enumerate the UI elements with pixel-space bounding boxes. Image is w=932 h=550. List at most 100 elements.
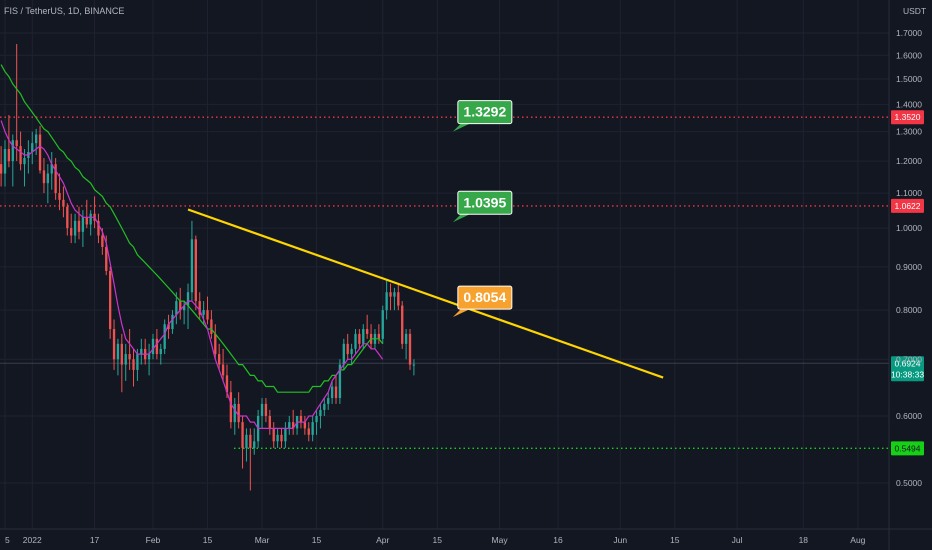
candle [66, 203, 69, 236]
last-price-tag [891, 356, 924, 382]
candle-body [3, 149, 7, 174]
price-axis[interactable]: 1.7000 1.6000 1.5000 1.4000 1.3000 1.2000 1.10… [896, 28, 922, 550]
candle-body [34, 134, 38, 144]
price-tick-label: 0.7000 [896, 354, 922, 364]
price-callouts[interactable]: 1.3292 1.0395 0.8054 [452, 100, 513, 318]
candle [81, 210, 85, 247]
chart-title: FIS / TetherUS, 1D, BINANCE [4, 6, 124, 16]
callout-pointer [452, 309, 470, 318]
candle [3, 140, 7, 187]
candle-body [105, 246, 108, 271]
candle [354, 329, 357, 355]
candle [214, 324, 217, 360]
price-tick-label: 1.3000 [896, 127, 922, 137]
time-tick-label: 15 [203, 535, 213, 545]
candle [62, 186, 65, 218]
candle [218, 343, 221, 370]
candle [85, 199, 88, 229]
candle-body [330, 386, 334, 399]
candle [167, 314, 170, 339]
level-price-label: 1.3520 [895, 112, 921, 122]
candle [346, 333, 349, 360]
candle-body [54, 164, 57, 194]
candle-body [245, 434, 248, 448]
candle-body [132, 359, 135, 370]
candle-body [124, 354, 127, 365]
candle [319, 403, 322, 429]
candle-body [412, 364, 416, 366]
candle-body [101, 235, 104, 247]
callout-value: 0.8054 [463, 289, 506, 305]
candle [221, 348, 225, 381]
trendline-line[interactable] [187, 208, 664, 379]
candle [389, 283, 392, 311]
candle-body [346, 343, 349, 355]
candle-body [389, 292, 392, 297]
trendline[interactable] [187, 208, 664, 379]
candle-body [276, 434, 279, 442]
callout-box [457, 100, 513, 125]
candle [19, 131, 22, 171]
candle [233, 398, 236, 435]
candle-body [116, 343, 120, 360]
candle [171, 310, 174, 334]
candle [401, 301, 404, 349]
candle-body [89, 213, 92, 225]
candle-body [334, 386, 338, 399]
candle-body [159, 348, 162, 355]
candle-body [19, 146, 22, 165]
candle [397, 283, 400, 311]
candle [31, 131, 34, 165]
callout-value: 1.3292 [463, 104, 506, 120]
candle [299, 409, 303, 429]
candle-body [241, 422, 244, 448]
candle-body [194, 239, 197, 302]
candle [404, 329, 408, 360]
candle [377, 324, 381, 344]
price-tick-label: 1.1000 [896, 188, 922, 198]
candle-body [171, 314, 174, 330]
price-callout[interactable]: 0.8054 [452, 285, 513, 318]
time-tick-label: May [492, 535, 509, 545]
candle-body [147, 354, 151, 360]
time-tick-label: Mar [255, 535, 270, 545]
candle-body [58, 193, 61, 200]
candle [292, 409, 295, 435]
candle-body [7, 149, 11, 162]
candle [15, 43, 18, 162]
candle [393, 287, 396, 311]
candle-body [260, 403, 264, 416]
candle-body [38, 134, 42, 171]
price-tick-label: 1.6000 [896, 50, 922, 60]
candle [42, 158, 46, 194]
candle-body [140, 348, 143, 355]
candle [385, 279, 388, 320]
candle [311, 415, 314, 442]
time-tick-label: 15 [670, 535, 680, 545]
time-tick-label: 15 [433, 535, 443, 545]
time-axis[interactable]: 5 2022 17 Feb 15 Mar 15 Apr 15 May 16 Jun 15 Jul 18 Aug [5, 535, 866, 545]
candle-body [186, 292, 190, 306]
price-tick-label: 0.5000 [896, 478, 922, 488]
candle-body [81, 217, 85, 232]
candle [323, 398, 326, 416]
time-tick-label: Feb [146, 535, 161, 545]
price-callout[interactable]: 1.0395 [452, 190, 513, 223]
candle-body [350, 348, 353, 355]
candle-body [362, 329, 365, 344]
candle-body [85, 217, 88, 225]
candle-body [120, 343, 123, 365]
callout-box [457, 190, 513, 215]
candle-body [358, 333, 361, 344]
price-callout[interactable]: 1.3292 [452, 100, 513, 132]
candle-body [182, 305, 186, 311]
candle [206, 296, 209, 325]
candle-body [151, 338, 155, 355]
price-tick-label: 1.5000 [896, 74, 922, 84]
candle [284, 422, 287, 448]
ema-slow-line [0, 64, 384, 393]
candle-body [198, 301, 201, 315]
candle-body [311, 422, 314, 435]
